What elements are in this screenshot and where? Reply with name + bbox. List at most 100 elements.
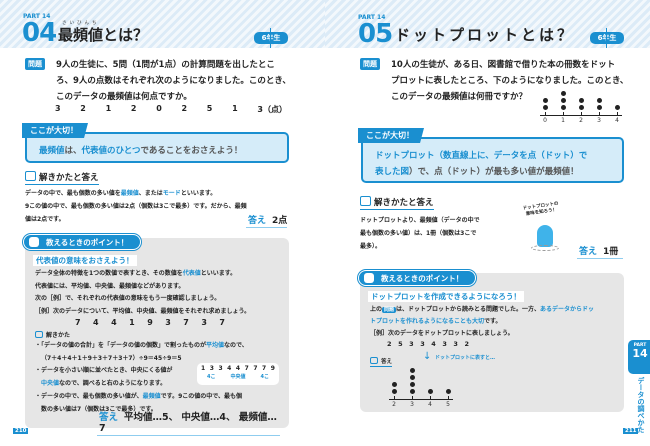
data-value: 3 [420, 340, 425, 348]
important-box: ドットプロット（数直線上に、データを点（ドット）で 表した図）で、点（ドット）が最… [361, 137, 624, 183]
point-subtitle: 代表値の意味をおさえよう！ [33, 255, 137, 266]
t: 4こ [260, 374, 269, 380]
t: ・データの中で、最も個数の多い値が、 [35, 392, 143, 400]
point-tab-label: 教えるときのポイント！ [381, 274, 464, 283]
score-value: 1 [105, 104, 112, 113]
side-part-tab[interactable]: PART 14 [628, 340, 650, 374]
answer-label: 答え [579, 247, 598, 257]
final-answer: 答え 平均値…5、 中央値…4、 最頻値…7 [97, 409, 280, 436]
score-value: 2 [130, 104, 137, 113]
data-dot [579, 98, 584, 103]
solve-line: 9この値の中で、最も個数の多い値は2点（個数は3こで最多）です。だから、最頻 [25, 203, 247, 210]
question-line: ろ、9人の点数はそれぞれ次のようになりました。このとき、 [56, 76, 291, 86]
data-dot [428, 389, 433, 394]
answer-small-text: 答え [381, 359, 393, 365]
tick-label: 4 [428, 401, 432, 408]
score-list: 3 2 1 2 0 2 5 1 3（点） [55, 104, 287, 115]
question-line: このデータの最頻値は何点ですか。 [56, 92, 192, 102]
t: といいます。 [200, 270, 237, 277]
point-line: 代表値には、平均値、中央値、最頻値などがあります。 [35, 282, 185, 290]
score-value: 3 [55, 104, 61, 113]
point-text: データ全体の特徴を1つの数値で表すとき、その数値を代表値といいます。 代表値には… [35, 268, 285, 318]
data-value: 7 [183, 318, 189, 327]
question-label: 問題 [25, 58, 45, 70]
data-value: 3 [453, 340, 458, 348]
answer-value: 1冊 [603, 247, 619, 257]
sorted-value: 7 [253, 365, 258, 372]
page-number: 211 [623, 428, 639, 434]
example-data: 7 4 4 1 9 3 7 3 7 [75, 318, 225, 327]
score-value: 2 [80, 104, 86, 113]
answer-small: 答え [370, 357, 393, 367]
bullet-line: ・「データの値の合計」を「データの値の個数」で割ったものが平均値なので、 [35, 340, 290, 353]
tick-label: 2 [579, 117, 583, 124]
important-ribbon: ここが大切！ [22, 123, 88, 138]
point-tab: 教えるときのポイント！ [358, 270, 477, 286]
right-page: PART 14 05 ドットプロットとは？ 6年生 問題 10人の生徒が、ある日… [325, 0, 650, 446]
t: トプロットを作れるようになることも大切 [370, 318, 485, 325]
solve-line: 最も個数の多い値）は、1冊（個数は3こで [360, 230, 477, 237]
data-value: 1 [129, 318, 135, 327]
data-dot [597, 98, 602, 103]
t: といいます。 [180, 190, 217, 197]
arrow-note: ドットプロットに表すと… [435, 355, 496, 361]
sorted-labels: 4こ 中央値 4こ [197, 372, 279, 380]
tick-mark [545, 112, 546, 116]
t: ドットプロット（数直線上に、データを点（ドット）で [375, 151, 588, 161]
tick-mark [412, 396, 413, 400]
data-value: 4 [93, 318, 99, 327]
term-representative: 代表値 [81, 146, 108, 156]
sorted-value: 3 [218, 365, 223, 372]
down-arrow-icon: ↓ [423, 351, 432, 362]
data-value: 2 [387, 340, 392, 348]
tick-label: 3 [410, 401, 414, 408]
solve-text: ドットプロットより、最頻値（データの中で 最も個数の多い値）は、1冊（個数は3こ… [360, 214, 500, 253]
point-line: データ全体の特徴を1つの数値で表すとき、その数値を代表値といいます。 [35, 268, 285, 281]
section-number: 05 [358, 19, 393, 49]
solve-heading: 解きかたと答え [360, 196, 434, 210]
text: は、 [64, 146, 82, 156]
tick-label: 5 [446, 401, 450, 408]
tick-label: 0 [543, 117, 547, 124]
point-box [25, 238, 289, 428]
t: 中央値 [41, 380, 60, 388]
data-dot [446, 389, 451, 394]
tick-label: 2 [392, 401, 396, 408]
score-value: 1 [232, 104, 238, 113]
tick-label: 1 [561, 117, 565, 124]
data-dot [543, 105, 548, 110]
sorted-value: 7 [244, 365, 249, 372]
data-dot [561, 91, 566, 96]
number-line [389, 399, 453, 400]
data-value: 3 [442, 340, 447, 348]
solve-small: 解きかた [35, 330, 70, 340]
score-value: 2 [181, 104, 188, 113]
question-text: 9人の生徒に、5問（1問が1点）の計算問題を出したとこ ろ、9人の点数はそれぞれ… [56, 57, 291, 105]
dot-plot-answer: 2 3 4 5 [389, 365, 464, 410]
mascot-shadow [531, 245, 559, 251]
point-text: 上の 問題 は、ドットプロットから読みとる問題でした。一方、あるデータからドッ トプロ… [370, 304, 620, 340]
point-line: ［例］次のデータについて、平均値、中央値、最頻値をそれぞれ求めましょう。 [35, 307, 251, 315]
page-title: ドットプロットとは？ [395, 26, 576, 44]
solve-line: ドットプロットより、最頻値（データの中で [360, 217, 480, 224]
point-line: 次の［例］で、それぞれの代表値の意味をもう一度確認しましょう。 [35, 295, 221, 302]
t: です。9この値の中で、最も個 [160, 392, 243, 400]
answer-label: 答え [99, 412, 119, 423]
solve-small-text: 解きかた [46, 332, 71, 339]
side-title: データの調べかた [637, 377, 645, 433]
pencil-icon [25, 171, 36, 181]
data-value: 4 [111, 318, 117, 327]
side-part-label: PART [633, 343, 647, 348]
score-value: 3（点） [257, 105, 287, 114]
data-dot [410, 375, 415, 380]
example-text: ［例］次のデータをドットプロットに表しましょう。 [370, 330, 514, 337]
section-number: 04 [22, 18, 57, 48]
point-tab: 教えるときのポイント！ [23, 234, 142, 250]
data-dot [392, 389, 397, 394]
left-page: PART 14 04 さいひんち 最頻値とは？ 6年生 問題 9人の生徒に、5問… [0, 0, 325, 436]
data-dot [410, 368, 415, 373]
answer: 答え 1冊 [577, 244, 623, 259]
